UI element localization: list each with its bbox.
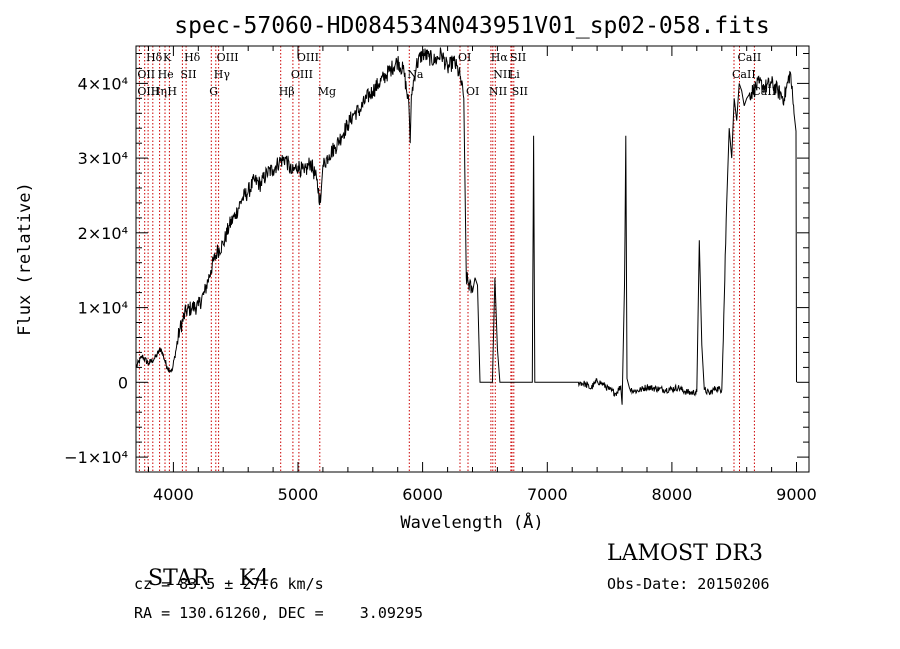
object-class: STAR K4 (134, 541, 269, 591)
spectral-line-label: OI (466, 85, 479, 98)
spectral-line-label: OIII (291, 68, 313, 81)
subclass-label: K4 (239, 566, 270, 591)
spectral-line-label: OIII (297, 51, 319, 64)
spectral-line-label: NII (489, 85, 507, 98)
spectral-line-label: He (158, 68, 174, 81)
spectrum-line (135, 47, 797, 405)
spectral-line-label: K (163, 51, 172, 64)
x-tick-label: 6000 (402, 485, 443, 504)
obs-date: Obs-Date: 20150206 (607, 575, 770, 593)
x-tick-label: 4000 (153, 485, 194, 504)
y-tick-label: 1×10⁴ (78, 299, 128, 318)
spectral-line-label: Hδ (146, 51, 163, 64)
coordinates: RA = 130.61260, DEC = 3.09295 (134, 604, 423, 622)
spectral-line-label: OIII (137, 85, 159, 98)
spectral-line-label: Hη (151, 85, 167, 98)
y-axis: −1×10⁴ 0 1×10⁴ 2×10⁴ 3×10⁴ 4×10⁴ (64, 53, 809, 467)
y-tick-label: 4×10⁴ (78, 74, 128, 93)
spectral-line-label: SII (180, 68, 196, 81)
x-tick-label: 7000 (527, 485, 568, 504)
plot-frame (135, 45, 810, 473)
redshift-info: cz = 83.5 ± 27.6 km/s (134, 575, 324, 593)
y-tick-label: 2×10⁴ (78, 224, 128, 243)
x-axis: 4000 5000 6000 7000 8000 9000 (148, 46, 817, 504)
spectral-line-label: CaII (738, 51, 762, 64)
spectral-line-label: Hα (491, 51, 509, 64)
spectral-line-label: OII (137, 68, 155, 81)
y-tick-label: −1×10⁴ (64, 448, 128, 467)
spectral-line-label: Mg (318, 85, 336, 98)
spectral-line-label: Hβ (279, 85, 295, 98)
survey-label: LAMOST DR3 (607, 541, 763, 566)
spectral-line-label: CaII (732, 68, 756, 81)
x-axis-label: Wavelength (Å) (400, 511, 543, 533)
spectral-line-label: SII (512, 85, 528, 98)
spectral-line-label: G (209, 85, 218, 98)
spectral-line-label: OI (458, 51, 471, 64)
y-tick-label: 0 (118, 373, 128, 392)
y-tick-label: 3×10⁴ (78, 149, 128, 168)
spectrum-series (135, 47, 797, 405)
spectral-line-label: OIII (217, 51, 239, 64)
spectral-line-label: SII (510, 51, 526, 64)
x-tick-label: 5000 (278, 485, 319, 504)
x-tick-label: 9000 (776, 485, 817, 504)
spectral-line-markers (138, 46, 755, 472)
spectral-line-label: NII (493, 68, 511, 81)
plot-title: spec-57060-HD084534N043951V01_sp02-058.f… (174, 13, 769, 39)
spectral-line-label: Hδ (184, 51, 201, 64)
y-axis-label: Flux (relative) (15, 182, 35, 336)
x-tick-label: 8000 (652, 485, 693, 504)
spectral-line-label: H (167, 85, 177, 98)
class-label: STAR (148, 566, 209, 591)
spectral-line-label: Hγ (214, 68, 231, 81)
spectral-line-label: Li (509, 68, 520, 81)
